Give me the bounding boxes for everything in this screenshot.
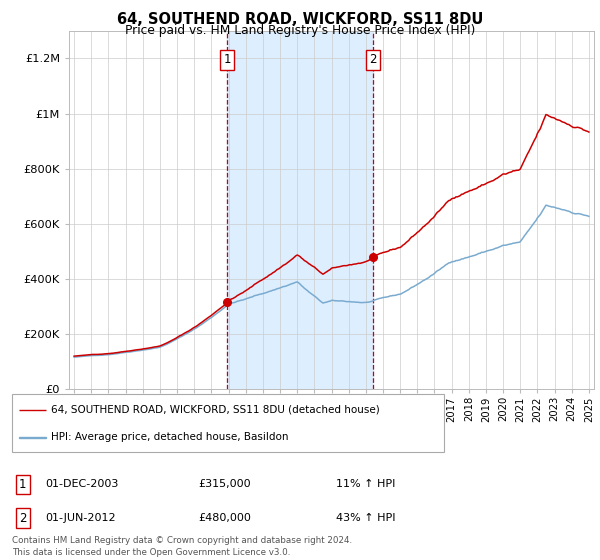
Text: 43% ↑ HPI: 43% ↑ HPI (336, 513, 395, 523)
Text: 2: 2 (369, 53, 377, 66)
Text: £315,000: £315,000 (198, 479, 251, 489)
Text: 01-DEC-2003: 01-DEC-2003 (45, 479, 118, 489)
Text: £480,000: £480,000 (198, 513, 251, 523)
Text: 64, SOUTHEND ROAD, WICKFORD, SS11 8DU (detached house): 64, SOUTHEND ROAD, WICKFORD, SS11 8DU (d… (51, 405, 380, 415)
Text: HPI: Average price, detached house, Basildon: HPI: Average price, detached house, Basi… (51, 432, 289, 442)
Text: 1: 1 (223, 53, 231, 66)
Text: 11% ↑ HPI: 11% ↑ HPI (336, 479, 395, 489)
Text: 1: 1 (19, 478, 26, 491)
Text: 01-JUN-2012: 01-JUN-2012 (45, 513, 116, 523)
Text: Price paid vs. HM Land Registry's House Price Index (HPI): Price paid vs. HM Land Registry's House … (125, 24, 475, 36)
Bar (227, 31, 373, 389)
Text: Contains HM Land Registry data © Crown copyright and database right 2024.
This d: Contains HM Land Registry data © Crown c… (12, 536, 352, 557)
Text: 2: 2 (19, 511, 26, 525)
Text: 64, SOUTHEND ROAD, WICKFORD, SS11 8DU: 64, SOUTHEND ROAD, WICKFORD, SS11 8DU (117, 12, 483, 27)
